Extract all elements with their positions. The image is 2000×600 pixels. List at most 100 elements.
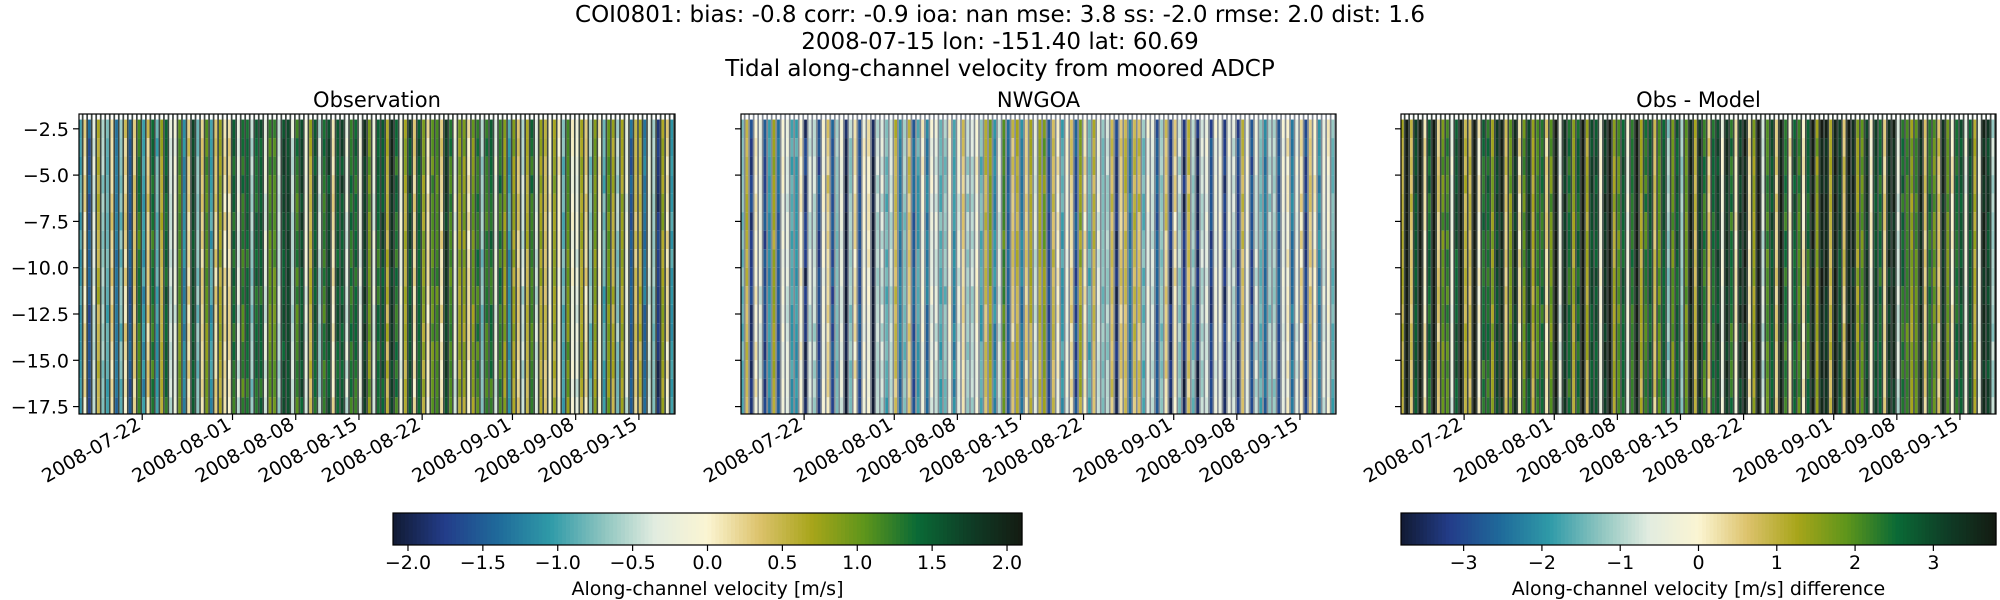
heatmap-cell <box>894 119 898 139</box>
heatmap-cell <box>521 360 525 379</box>
heatmap-cell <box>313 156 317 176</box>
heatmap-cell <box>1146 138 1150 157</box>
heatmap-cell <box>1401 286 1404 305</box>
heatmap-cell <box>1423 304 1427 324</box>
heatmap-cell <box>840 341 843 361</box>
heatmap-cell <box>826 212 830 231</box>
heatmap-cell <box>781 156 785 176</box>
heatmap-cell <box>340 378 344 398</box>
heatmap-cell <box>763 193 767 213</box>
heatmap-cell <box>97 360 100 379</box>
heatmap-cell <box>1468 193 1472 213</box>
heatmap-cell <box>498 267 502 287</box>
heatmap-cell <box>768 119 771 139</box>
heatmap-cell <box>1191 249 1195 268</box>
heatmap-cell <box>1272 397 1276 414</box>
heatmap-cell <box>377 323 380 342</box>
heatmap-cell <box>1124 378 1127 398</box>
heatmap-cell <box>665 249 669 268</box>
heatmap-cell <box>209 156 213 176</box>
heatmap-cell <box>1326 360 1330 379</box>
heatmap-cell <box>647 286 651 305</box>
heatmap-cell <box>191 341 195 361</box>
heatmap-cell <box>1151 230 1154 250</box>
heatmap-cell <box>354 230 358 250</box>
heatmap-cell <box>363 212 367 231</box>
heatmap-cell <box>381 341 385 361</box>
heatmap-cell <box>952 212 956 231</box>
heatmap-cell <box>1015 341 1019 361</box>
heatmap-cell <box>880 286 884 305</box>
heatmap-cell <box>804 304 807 324</box>
heatmap-cell <box>1446 156 1449 176</box>
heatmap-cell <box>458 397 462 414</box>
heatmap-cell <box>1205 304 1209 324</box>
heatmap-cell <box>255 360 258 379</box>
heatmap-cell <box>1043 138 1046 157</box>
heatmap-cell <box>241 175 245 194</box>
heatmap-cell <box>200 286 204 305</box>
heatmap-cell <box>1155 267 1159 287</box>
heatmap-cell <box>498 341 502 361</box>
heatmap-cell <box>808 230 812 250</box>
heatmap-cell <box>97 397 100 414</box>
heatmap-cell <box>1029 212 1033 231</box>
heatmap-cell <box>286 397 290 414</box>
heatmap-cell <box>291 119 295 139</box>
heatmap-cell <box>1124 156 1127 176</box>
heatmap-cell <box>858 304 861 324</box>
heatmap-gap <box>221 114 224 414</box>
heatmap-cell <box>961 378 965 398</box>
heatmap-cell <box>571 175 574 194</box>
heatmap-cell <box>539 138 543 157</box>
heatmap-cell <box>503 397 507 414</box>
heatmap-cell <box>781 397 785 414</box>
heatmap-cell <box>889 378 893 398</box>
heatmap-cell <box>431 230 434 250</box>
heatmap-cell <box>97 304 100 324</box>
heatmap-cell <box>1437 360 1440 379</box>
heatmap-cell <box>480 230 484 250</box>
heatmap-cell <box>395 230 398 250</box>
heatmap-cell <box>1405 378 1409 398</box>
heatmap-cell <box>1263 175 1267 194</box>
heatmap-cell <box>79 193 82 213</box>
heatmap-cell <box>196 267 200 287</box>
heatmap-cell <box>417 193 421 213</box>
heatmap-cell <box>79 249 82 268</box>
heatmap-cell <box>512 249 516 268</box>
heatmap-cell <box>1423 378 1427 398</box>
heatmap-cell <box>124 267 127 287</box>
heatmap-cell <box>616 267 620 287</box>
heatmap-cell <box>1020 378 1024 398</box>
heatmap-gap <box>99 114 102 414</box>
heatmap-cell <box>822 193 825 213</box>
heatmap-cell <box>498 286 502 305</box>
heatmap-cell <box>966 249 970 268</box>
heatmap-cell <box>831 156 834 176</box>
heatmap-cell <box>286 193 290 213</box>
heatmap-cell <box>813 230 816 250</box>
heatmap-cell <box>395 267 398 287</box>
heatmap-cell <box>566 212 570 231</box>
heatmap-cell <box>399 175 403 194</box>
heatmap-cell <box>934 304 938 324</box>
heatmap-cell <box>390 193 394 213</box>
heatmap-cell <box>822 230 825 250</box>
heatmap-cell <box>634 341 638 361</box>
heatmap-cell <box>1070 156 1073 176</box>
heatmap-cell <box>408 267 412 287</box>
heatmap-cell <box>282 193 285 213</box>
heatmap-cell <box>516 304 520 324</box>
heatmap-cell <box>1254 212 1258 231</box>
heatmap-cell <box>471 378 475 398</box>
heatmap-cell <box>1015 175 1019 194</box>
heatmap-cell <box>638 341 642 361</box>
heatmap-cell <box>1169 119 1173 139</box>
heatmap-cell <box>1241 267 1245 287</box>
heatmap-cell <box>435 267 439 287</box>
heatmap-cell <box>750 156 753 176</box>
heatmap-gap <box>578 114 581 414</box>
heatmap-cell <box>772 175 776 194</box>
heatmap-cell <box>1146 267 1150 287</box>
